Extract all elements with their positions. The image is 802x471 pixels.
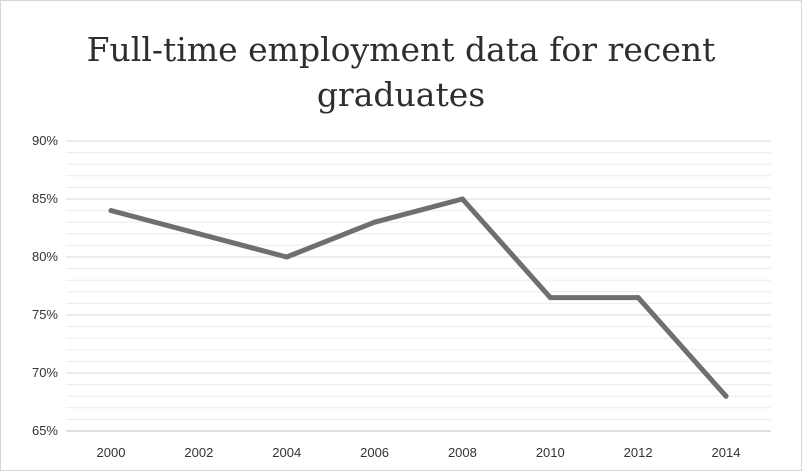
y-tick-label: 65%: [32, 423, 58, 438]
x-tick-label: 2008: [448, 445, 477, 460]
data-point: [459, 196, 465, 202]
y-tick-label: 85%: [32, 191, 58, 206]
data-point: [372, 219, 378, 225]
grid-layer: [66, 140, 771, 420]
x-tick-label: 2000: [97, 445, 126, 460]
data-point: [723, 393, 729, 399]
data-point: [547, 295, 553, 301]
data-point: [635, 295, 641, 301]
x-tick-label: 2010: [536, 445, 565, 460]
y-tick-label: 75%: [32, 307, 58, 322]
chart-title: Full-time employment data for recent gra…: [86, 30, 716, 114]
series-line: [108, 196, 729, 399]
data-point: [284, 254, 290, 260]
data-point: [108, 208, 114, 214]
label-layer: 90% 85% 80% 75% 70% 65% 2000 2002 2004 2006 2008 20…: [32, 133, 740, 460]
y-tick-label: 70%: [32, 365, 58, 380]
y-tick-label: 90%: [32, 133, 58, 148]
x-tick-label: 2014: [712, 445, 741, 460]
x-tick-label: 2006: [360, 445, 389, 460]
data-point: [196, 231, 202, 237]
x-tick-label: 2012: [624, 445, 653, 460]
series-layer: [108, 196, 729, 399]
y-tick-label: 80%: [32, 249, 58, 264]
x-tick-label: 2004: [272, 445, 301, 460]
x-tick-label: 2002: [184, 445, 213, 460]
